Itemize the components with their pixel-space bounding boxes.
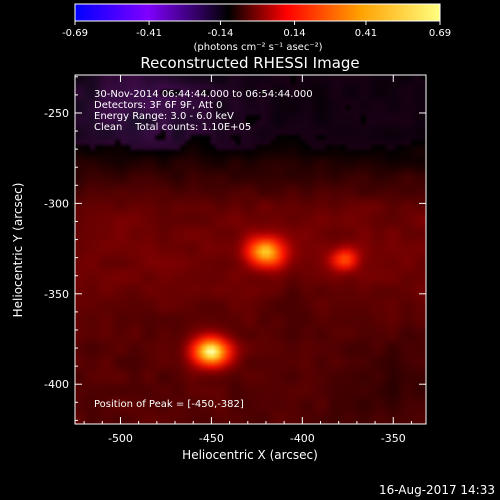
colorbar-tick-label: -0.69 xyxy=(62,28,88,39)
annotation-method: Clean Total counts: 1.10E+05 xyxy=(94,122,251,133)
y-tick-label: -300 xyxy=(44,197,69,210)
annotation-peak-position: Position of Peak = [-450,-382] xyxy=(94,399,244,410)
x-tick-label: -450 xyxy=(199,432,224,445)
x-axis: -500 -450 -400 -350 xyxy=(83,75,412,445)
y-axis: -250 -300 -350 -400 xyxy=(44,76,426,421)
x-tick-label: -350 xyxy=(381,432,406,445)
annotation-detectors: Detectors: 3F 6F 9F, Att 0 xyxy=(94,100,222,111)
colorbar-units-label: (photons cm⁻² s⁻¹ asec⁻²) xyxy=(193,42,322,53)
heatmap-image xyxy=(75,75,426,424)
colorbar-tick-label: -0.14 xyxy=(208,28,234,39)
y-tick-label: -250 xyxy=(44,107,69,120)
colorbar-tick-label: 0.69 xyxy=(429,28,451,39)
colorbar-tick-label: -0.41 xyxy=(136,28,162,39)
annotation-time-range: 30-Nov-2014 06:44:44.000 to 06:54:44.000 xyxy=(94,89,313,100)
footer-date: 16-Aug-2017 14:33 xyxy=(379,483,495,497)
x-tick-label: -500 xyxy=(108,432,133,445)
y-tick-label: -400 xyxy=(44,378,69,391)
colorbar-tick-label: 0.14 xyxy=(283,28,305,39)
annotation-energy-range: Energy Range: 3.0 - 6.0 keV xyxy=(94,111,234,122)
plot-frame xyxy=(74,74,427,425)
chart-title: Reconstructed RHESSI Image xyxy=(140,54,359,72)
y-axis-label: Heliocentric Y (arcsec) xyxy=(11,183,25,318)
colorbar-ticks: -0.69 -0.41 -0.14 0.14 0.41 0.69 xyxy=(62,21,451,39)
colorbar-tick-label: 0.41 xyxy=(355,28,377,39)
x-tick-label: -400 xyxy=(290,432,315,445)
colorbar xyxy=(74,3,441,22)
x-axis-label: Heliocentric X (arcsec) xyxy=(182,448,318,462)
y-tick-label: -350 xyxy=(44,288,69,301)
